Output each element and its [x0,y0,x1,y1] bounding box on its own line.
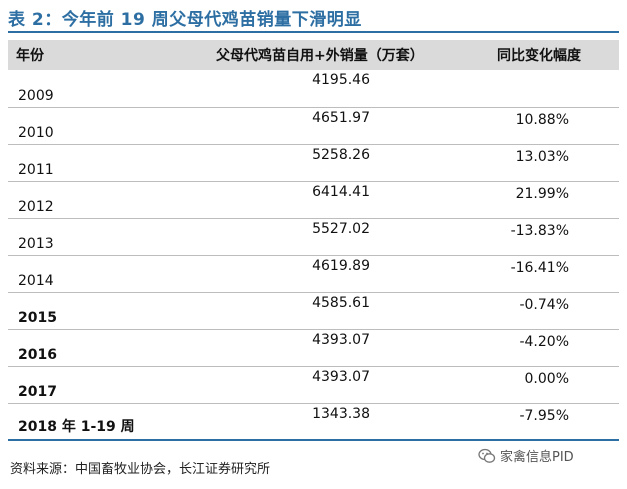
year-cell: 2010 [8,107,208,145]
table-row: 2015 4585.61 -0.74% [8,292,619,330]
change-cell: 21.99% [453,181,619,219]
year-cell: 2009 [8,70,208,108]
year-cell: 2018 年 1-19 周 [8,403,208,441]
table-row: 2016 4393.07 -4.20% [8,329,619,367]
change-cell: -13.83% [453,218,619,256]
change-cell: -16.41% [453,255,619,293]
change-cell: 13.03% [453,144,619,182]
wechat-logo-icon [478,447,496,465]
change-cell: -7.95% [453,403,619,441]
table-row: 2013 5527.02 -13.83% [8,218,619,256]
sales-table: 年份 父母代鸡苗自用+外销量（万套） 同比变化幅度 2009 4195.46 2… [8,40,619,441]
source-note: 资料来源：中国畜牧业协会，长江证券研究所 [10,462,271,477]
change-cell: -0.74% [453,292,619,330]
sales-cell: 5258.26 [208,144,453,182]
change-cell: 0.00% [453,366,619,404]
table-row: 2010 4651.97 10.88% [8,107,619,145]
title-underline [8,31,619,33]
watermark: 家禽信息PID [478,446,574,465]
year-cell: 2013 [8,218,208,256]
sales-cell: 4651.97 [208,107,453,145]
sales-cell: 1343.38 [208,403,453,441]
change-cell: 10.88% [453,107,619,145]
table-row: 2012 6414.41 21.99% [8,181,619,219]
year-cell: 2017 [8,366,208,404]
year-cell: 2014 [8,255,208,293]
sales-cell: 6414.41 [208,181,453,219]
sales-cell: 4195.46 [208,70,453,108]
year-cell: 2015 [8,292,208,330]
year-cell: 2016 [8,329,208,367]
change-cell: -4.20% [453,329,619,367]
sales-cell: 5527.02 [208,218,453,256]
table-row: 2017 4393.07 0.00% [8,366,619,404]
table-row: 2018 年 1-19 周 1343.38 -7.95% [8,403,619,441]
table-row: 2014 4619.89 -16.41% [8,255,619,293]
sales-cell: 4393.07 [208,329,453,367]
sales-cell: 4585.61 [208,292,453,330]
header-change: 同比变化幅度 [453,40,619,70]
header-year: 年份 [8,40,208,70]
watermark-text: 家禽信息PID [500,450,574,465]
table-row: 2009 4195.46 [8,70,619,108]
year-cell: 2012 [8,181,208,219]
table-title: 表 2：今年前 19 周父母代鸡苗销量下滑明显 [8,10,362,30]
change-cell [453,70,619,108]
table-header-row: 年份 父母代鸡苗自用+外销量（万套） 同比变化幅度 [8,40,619,70]
header-sales: 父母代鸡苗自用+外销量（万套） [208,40,453,70]
year-cell: 2011 [8,144,208,182]
sales-cell: 4619.89 [208,255,453,293]
table-row: 2011 5258.26 13.03% [8,144,619,182]
sales-cell: 4393.07 [208,366,453,404]
